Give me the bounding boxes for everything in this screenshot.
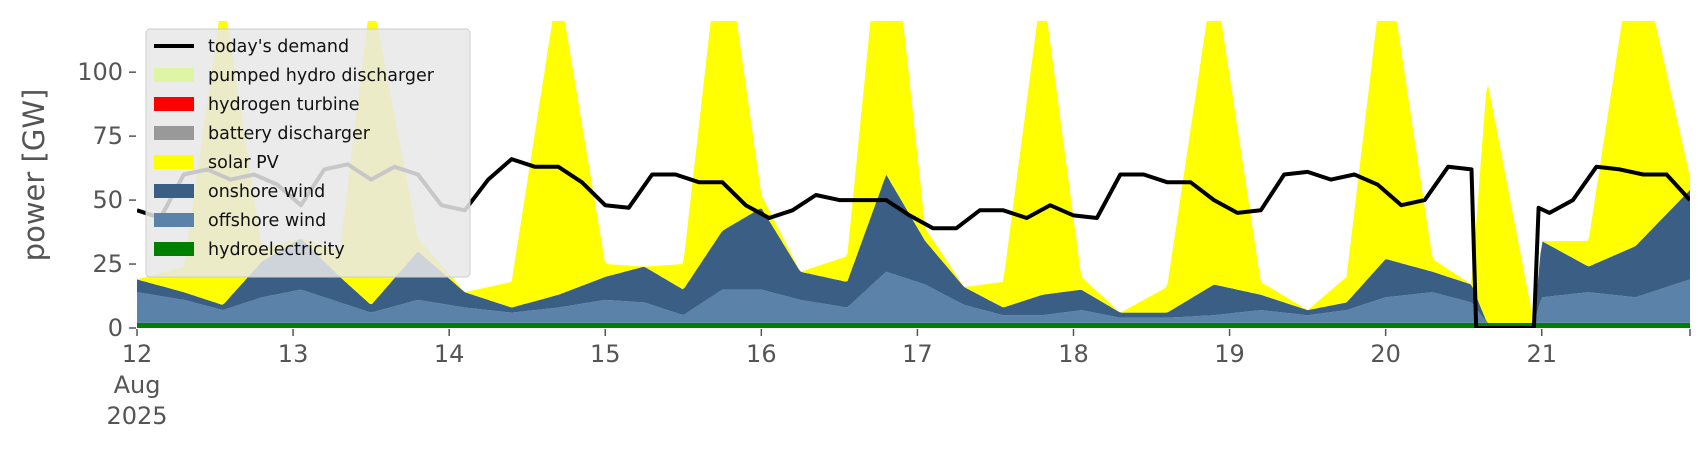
legend-label: hydrogen turbine	[208, 95, 360, 115]
legend-label: solar PV	[208, 153, 279, 173]
legend: today's demand pumped hydro discharger hyd…	[145, 28, 471, 278]
x-tick-label: 14	[434, 340, 465, 368]
x-tick-label: 16	[746, 340, 777, 368]
legend-swatch	[154, 68, 194, 82]
x-tick-label: 18	[1058, 340, 1089, 368]
area-onshore-wind	[137, 174, 1690, 323]
x-tick-label: 21	[1526, 340, 1557, 368]
y-tick-label: 75	[92, 122, 123, 150]
legend-label: today's demand	[208, 37, 349, 57]
legend-swatch	[154, 242, 194, 256]
x-tick-label: 15	[590, 340, 621, 368]
y-axis-label: power [GW]	[17, 89, 51, 262]
x-tick-label: 12	[122, 340, 153, 368]
x-tick-label: 19	[1214, 340, 1245, 368]
area-hydroelectricity	[137, 322, 1690, 328]
x-tick-label: Aug	[114, 371, 161, 399]
x-tick-label: 13	[278, 340, 309, 368]
y-tick-label: 0	[108, 314, 123, 342]
y-tick-label: 25	[92, 250, 123, 278]
x-tick-label: 20	[1370, 340, 1401, 368]
axes: 0 25 50 75 100 12 Aug 2025 13 14 15 16 17 18 19 20 21	[77, 58, 1691, 430]
legend-box	[145, 28, 471, 278]
x-tick-label: 17	[902, 340, 933, 368]
legend-swatch	[154, 184, 194, 198]
legend-label: pumped hydro discharger	[208, 66, 435, 86]
legend-swatch	[154, 213, 194, 227]
legend-swatch	[154, 97, 194, 111]
legend-label: battery discharger	[208, 124, 371, 144]
legend-swatch	[154, 126, 194, 140]
area-solar-pv	[137, 21, 1690, 323]
legend-swatch	[154, 155, 194, 169]
legend-label: offshore wind	[208, 211, 326, 231]
x-tick-label: 2025	[106, 402, 167, 430]
y-tick-label: 50	[92, 186, 123, 214]
legend-label: hydroelectricity	[208, 240, 345, 260]
area-offshore-wind	[137, 271, 1690, 323]
y-tick-label: 100	[77, 58, 123, 86]
legend-label: onshore wind	[208, 182, 325, 202]
